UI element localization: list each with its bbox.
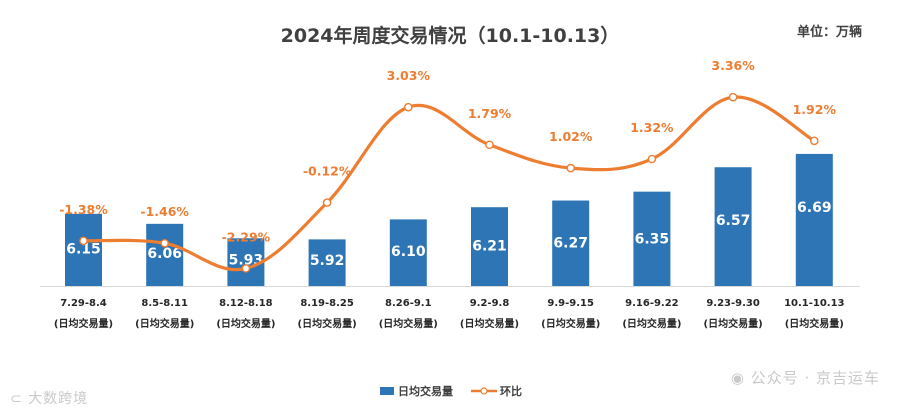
bar bbox=[795, 153, 833, 286]
bar-value-label: 6.35 bbox=[635, 232, 670, 248]
line-value-label: 3.36% bbox=[711, 58, 755, 73]
x-tick-sublabel: (日均交易量) bbox=[216, 317, 275, 330]
x-tick-sublabel: (日均交易量) bbox=[54, 317, 113, 330]
x-tick-sublabel: (日均交易量) bbox=[460, 317, 519, 330]
line-value-label: 1.32% bbox=[630, 120, 674, 135]
line-value-label: 1.02% bbox=[549, 129, 593, 144]
legend-line-label: 环比 bbox=[500, 384, 522, 398]
line-value-label: -2.29% bbox=[222, 229, 271, 244]
line-point bbox=[728, 92, 738, 102]
chart-title: 2024年周度交易情况（10.1-10.13） bbox=[281, 24, 620, 47]
bar bbox=[471, 207, 508, 286]
line-point bbox=[810, 136, 819, 146]
x-tick-sublabel: (日均交易量) bbox=[298, 317, 357, 330]
x-tick-sublabel: (日均交易量) bbox=[541, 317, 600, 330]
bar-series: 6.15 6.06 5.93 5.926.10 6.21 6.27 6.356.576.69 bbox=[65, 153, 833, 286]
line-point bbox=[647, 154, 657, 164]
line-point bbox=[241, 264, 251, 273]
bar-value-label: 6.15 bbox=[66, 242, 101, 258]
line-value-label: -1.46% bbox=[140, 204, 189, 219]
line-point bbox=[566, 163, 576, 173]
wechat-icon: ◉ bbox=[730, 369, 745, 387]
bar-value-label: 6.06 bbox=[147, 246, 182, 262]
bar-value-label: 6.69 bbox=[797, 200, 832, 216]
x-tick-label: 8.19-8.25 bbox=[300, 298, 354, 309]
line-point bbox=[403, 102, 413, 112]
x-tick-label: 9.2-9.8 bbox=[470, 298, 510, 309]
bar bbox=[633, 191, 671, 286]
watermark-left: ⊂ 大数跨境 bbox=[10, 388, 88, 408]
bar bbox=[552, 200, 590, 286]
x-tick-label: 9.16-9.22 bbox=[625, 298, 679, 309]
line-value-label: -1.38% bbox=[59, 202, 108, 217]
x-tick-sublabel: (日均交易量) bbox=[135, 317, 194, 330]
line-point bbox=[79, 236, 88, 246]
line-value-label: 1.92% bbox=[793, 102, 837, 117]
x-axis: 7.29-8.4 (日均交易量) 8.5-8.11 (日均交易量) 8.12-8.18 (… bbox=[40, 286, 860, 330]
bar bbox=[146, 223, 184, 286]
bar-value-label: 6.21 bbox=[472, 239, 507, 255]
bar bbox=[714, 167, 752, 286]
x-tick-label: 8.5-8.11 bbox=[141, 298, 188, 309]
x-tick-sublabel: (日均交易量) bbox=[622, 317, 681, 330]
x-tick-label: 8.26-9.1 bbox=[385, 298, 432, 309]
line-series: -1.38% -1.46% -2.29% -0.12% 3.03% 1.79% 1.02% 1… bbox=[59, 58, 837, 273]
bar-value-label: 6.57 bbox=[716, 213, 751, 229]
line-point bbox=[322, 198, 332, 207]
logo-icon: ⊂ bbox=[10, 391, 23, 407]
unit-label: 单位：万辆 bbox=[797, 24, 862, 40]
x-tick-label: 9.23-9.30 bbox=[706, 298, 760, 309]
line-point bbox=[160, 238, 169, 248]
watermark-right: ◉ 公众号 · 京吉运车 bbox=[731, 367, 880, 388]
line-value-label: 1.79% bbox=[468, 106, 512, 121]
bar-value-label: 6.27 bbox=[553, 236, 588, 252]
bar bbox=[389, 219, 427, 286]
legend-bar-label: 日均交易量 bbox=[398, 384, 453, 398]
x-tick-sublabel: (日均交易量) bbox=[379, 317, 438, 330]
legend: 日均交易量 环比 bbox=[380, 384, 522, 398]
bar-value-label: 5.92 bbox=[310, 253, 345, 269]
x-tick-sublabel: (日均交易量) bbox=[785, 317, 844, 330]
bar-value-label: 6.10 bbox=[391, 244, 426, 260]
x-tick-label: 9.9-9.15 bbox=[547, 298, 594, 309]
line-point bbox=[485, 140, 494, 150]
x-tick-label: 7.29-8.4 bbox=[60, 298, 107, 309]
x-tick-label: 8.12-8.18 bbox=[219, 298, 273, 309]
ratio-line bbox=[83, 95, 816, 272]
watermark-right-text: 公众号 · 京吉运车 bbox=[750, 369, 880, 387]
x-tick-label: 10.1-10.13 bbox=[784, 298, 844, 309]
x-tick-sublabel: (日均交易量) bbox=[704, 317, 763, 330]
legend-line-marker bbox=[480, 387, 488, 395]
legend-bar-swatch bbox=[380, 387, 394, 395]
watermark-left-text: 大数跨境 bbox=[28, 391, 89, 407]
line-value-label: 3.03% bbox=[387, 68, 431, 83]
bar bbox=[65, 213, 102, 286]
line-value-label: -0.12% bbox=[303, 164, 352, 179]
bar bbox=[308, 239, 346, 286]
